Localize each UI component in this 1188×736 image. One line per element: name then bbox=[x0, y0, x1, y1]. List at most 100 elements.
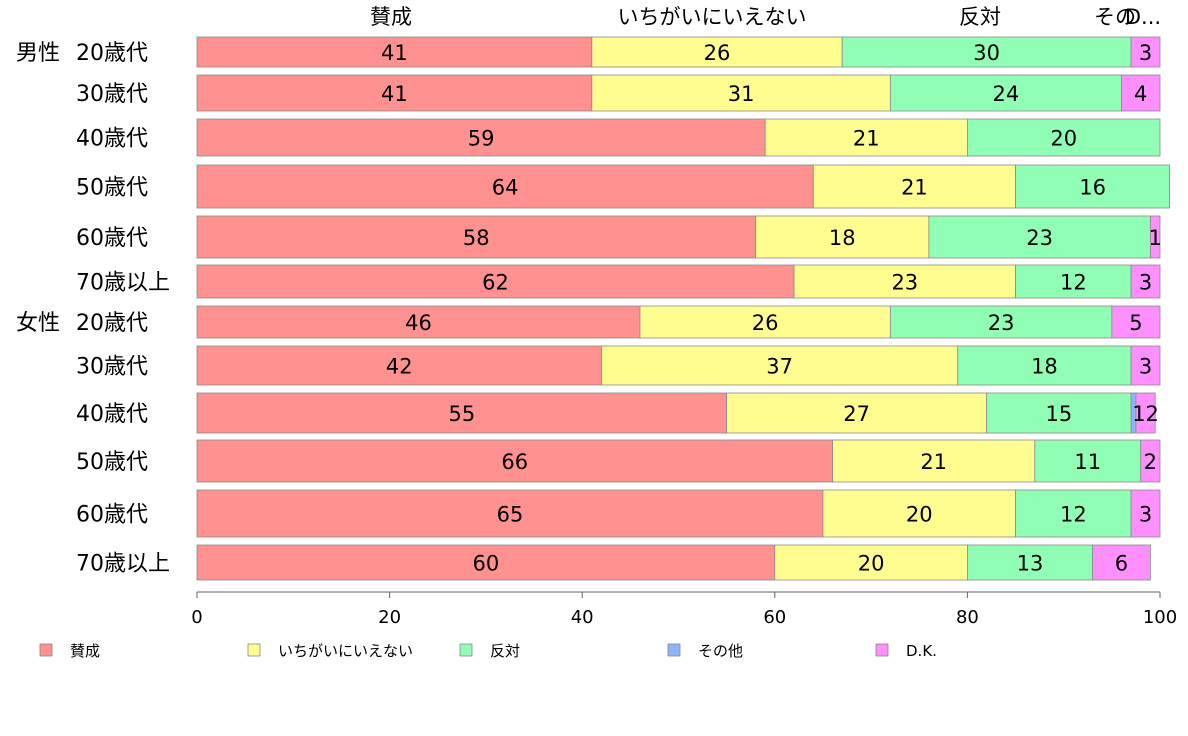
row-label: 70歳以上 bbox=[76, 552, 170, 577]
data-label: 26 bbox=[752, 311, 779, 335]
bar-segment bbox=[928, 215, 1151, 259]
bar-segment bbox=[591, 36, 843, 68]
legend-swatch bbox=[459, 643, 473, 657]
bar-segment bbox=[196, 345, 602, 386]
legend-label: 賛成 bbox=[70, 642, 100, 660]
bar-segment bbox=[1130, 489, 1161, 538]
row-label: 20歳代 bbox=[76, 41, 148, 66]
series-top-label: 賛成 bbox=[370, 5, 412, 29]
data-label: 60 bbox=[473, 552, 500, 576]
bar-segment bbox=[1140, 439, 1161, 483]
legend-label: いちがいにいえない bbox=[278, 642, 413, 660]
data-label: 18 bbox=[829, 226, 856, 250]
data-label: 21 bbox=[920, 450, 947, 474]
data-label: 11 bbox=[1074, 450, 1101, 474]
bar-segment bbox=[755, 215, 930, 259]
data-label: 64 bbox=[492, 176, 519, 200]
bar-segment bbox=[1135, 392, 1156, 434]
bar-segment bbox=[889, 74, 1122, 112]
legend-label: その他 bbox=[698, 642, 743, 660]
bar-segment bbox=[822, 489, 1016, 538]
data-label: 26 bbox=[704, 41, 731, 65]
x-tick-label: 40 bbox=[571, 607, 594, 628]
data-label: 3 bbox=[1139, 503, 1152, 527]
bar-segment bbox=[726, 392, 988, 434]
bar-segment bbox=[986, 392, 1132, 434]
data-label: 23 bbox=[891, 271, 918, 295]
bar-segment bbox=[967, 118, 1161, 157]
data-label: 20 bbox=[1050, 127, 1077, 151]
x-tick-label: 80 bbox=[956, 607, 979, 628]
row-label: 50歳代 bbox=[76, 450, 148, 475]
bar-segment bbox=[774, 544, 968, 581]
data-label: 16 bbox=[1079, 176, 1106, 200]
bar-segment bbox=[957, 345, 1132, 386]
data-label: 15 bbox=[1046, 402, 1073, 426]
bar-segment bbox=[1034, 439, 1142, 483]
bar-segment bbox=[812, 164, 1016, 209]
data-label: 58 bbox=[463, 226, 490, 250]
x-tick-label: 100 bbox=[1143, 607, 1177, 628]
data-label: 41 bbox=[381, 82, 408, 106]
data-label: 12 bbox=[1060, 271, 1087, 295]
data-label: 20 bbox=[858, 552, 885, 576]
bar-segment bbox=[601, 345, 959, 386]
bar-segment bbox=[639, 305, 891, 339]
row-label: 40歳代 bbox=[76, 402, 148, 427]
row-label: 40歳代 bbox=[76, 127, 148, 152]
group-label: 女性 bbox=[16, 311, 60, 336]
row-label: 70歳以上 bbox=[76, 271, 170, 296]
legend-swatch bbox=[39, 643, 53, 657]
data-label: 2 bbox=[1144, 450, 1157, 474]
bar-segment bbox=[967, 544, 1093, 581]
series-top-label: D... bbox=[1125, 5, 1161, 29]
data-label: 37 bbox=[766, 355, 793, 379]
data-label: 21 bbox=[853, 127, 880, 151]
bar-segment bbox=[196, 118, 766, 157]
data-label: 3 bbox=[1139, 271, 1152, 295]
bar-segment bbox=[196, 439, 833, 483]
legend-swatch bbox=[247, 643, 261, 657]
bar-segment bbox=[591, 74, 891, 112]
data-label: 62 bbox=[482, 271, 509, 295]
bar-segment bbox=[196, 215, 756, 259]
x-tick-label: 0 bbox=[191, 607, 202, 628]
bar-segment bbox=[793, 264, 1016, 299]
data-label: 21 bbox=[901, 176, 928, 200]
bar-segment bbox=[1121, 74, 1161, 112]
row-label: 60歳代 bbox=[76, 503, 148, 528]
data-label: 30 bbox=[973, 41, 1000, 65]
bar-segment bbox=[196, 544, 776, 581]
bar-segment bbox=[196, 36, 593, 68]
data-label: 3 bbox=[1139, 355, 1152, 379]
data-label: 12 bbox=[1060, 503, 1087, 527]
bar-segment bbox=[889, 305, 1113, 339]
bar-segment bbox=[1130, 345, 1161, 386]
x-tick-label: 20 bbox=[378, 607, 401, 628]
row-label: 20歳代 bbox=[76, 311, 148, 336]
data-label: 13 bbox=[1017, 552, 1044, 576]
data-label: 23 bbox=[988, 311, 1015, 335]
row-label: 60歳代 bbox=[76, 226, 148, 251]
bar-segment bbox=[196, 489, 824, 538]
row-label: 50歳代 bbox=[76, 176, 148, 201]
bar-segment bbox=[1092, 544, 1151, 581]
data-label: 5 bbox=[1129, 311, 1142, 335]
bar-segment bbox=[1015, 164, 1171, 209]
data-label: 23 bbox=[1026, 226, 1053, 250]
data-label: 27 bbox=[843, 402, 870, 426]
data-label: 3 bbox=[1139, 41, 1152, 65]
data-label: 4 bbox=[1134, 82, 1147, 106]
x-tick-label: 60 bbox=[763, 607, 786, 628]
series-top-label: 反対 bbox=[959, 5, 1001, 29]
bar-segment bbox=[1015, 264, 1132, 299]
legend-label: 反対 bbox=[490, 642, 520, 660]
data-label: 20 bbox=[906, 503, 933, 527]
group-label: 男性 bbox=[16, 41, 60, 66]
data-label: 66 bbox=[501, 450, 528, 474]
series-top-label: いちがいにいえない bbox=[618, 5, 807, 29]
legend-label: D.K. bbox=[906, 642, 937, 660]
bar-segment bbox=[196, 74, 593, 112]
bar-segment bbox=[196, 264, 795, 299]
